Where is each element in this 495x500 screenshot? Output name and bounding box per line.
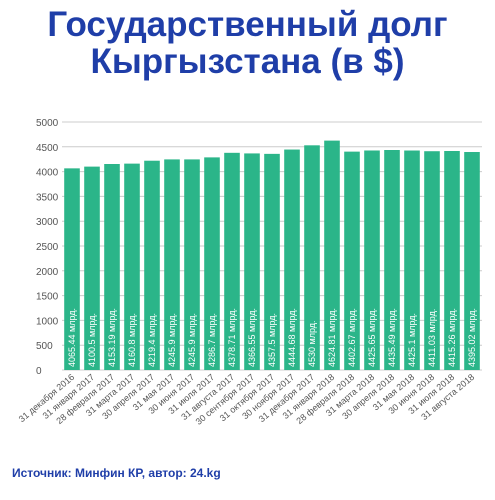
bar-data-label: 4415.26 млрд. [447,308,457,367]
bar [264,153,280,370]
bar [344,151,360,370]
y-tick-label: 5000 [36,118,59,129]
bar [104,164,120,370]
chart-title-line2: Кыргызстана (в $) [90,42,405,81]
bar-data-label: 4357.5 млрд. [267,313,277,367]
bar [304,145,320,370]
chart-title-line1: Государственный долг [47,5,448,44]
bar-data-label: 4219.4 млрд. [147,313,157,367]
y-tick-label: 4500 [36,143,59,154]
bar [164,159,180,370]
bar [84,166,100,370]
bar-data-label: 4160.8 млрд. [127,313,137,367]
bar-data-label: 4245.9 млрд. [167,313,177,367]
bar [124,163,140,370]
bar-data-label: 4245.9 млрд. [187,313,197,367]
bar [184,159,200,370]
y-tick-label: 3500 [36,192,59,203]
bar-data-label: 4425.1 млрд. [407,313,417,367]
bar-data-label: 4402.67 млрд. [347,308,357,367]
y-tick-label: 1500 [36,292,59,303]
bar-data-label: 4286.7 млрд. [207,313,217,367]
bar [424,151,440,370]
chart-title: Государственный долг Кыргызстана (в $) [0,6,495,80]
bar-data-label: 4100.5 млрд. [87,313,97,367]
bar-data-label: 4435.49 млрд. [387,308,397,367]
bar [284,149,300,370]
bar [64,168,80,370]
bar [204,157,220,370]
bar-data-label: 4065.44 млрд. [67,308,77,367]
bar-data-label: 4624.81 млрд. [327,308,337,367]
bar [244,153,260,370]
bar-data-label: 4411.03 млрд. [427,309,437,367]
bar [144,160,160,370]
y-tick-label: 0 [36,366,42,377]
bar [224,152,240,370]
source-note: Источник: Минфин КР, автор: 24.kg [12,466,221,480]
bar-data-label: 4425.65 млрд. [367,308,377,367]
bar-data-label: 4530 млрд. [307,320,317,367]
y-tick-label: 500 [36,341,53,352]
bar [444,151,460,370]
bar-data-label: 4444.68 млрд. [287,308,297,367]
y-tick-label: 2000 [36,267,59,278]
y-tick-label: 1000 [36,316,59,327]
y-tick-label: 3000 [36,217,59,228]
bar [404,150,420,370]
bar [324,140,340,370]
bar [384,149,400,370]
bar [364,150,380,370]
y-tick-label: 2500 [36,242,59,253]
bar-data-label: 4366.55 млрд. [247,308,257,367]
y-tick-label: 4000 [36,168,59,179]
bar-data-label: 4395.02 млрд. [467,308,477,367]
bar-data-label: 4378.71 млрд. [227,308,237,367]
bar-data-label: 4153.19 млрд. [107,308,117,367]
bar [464,152,480,370]
